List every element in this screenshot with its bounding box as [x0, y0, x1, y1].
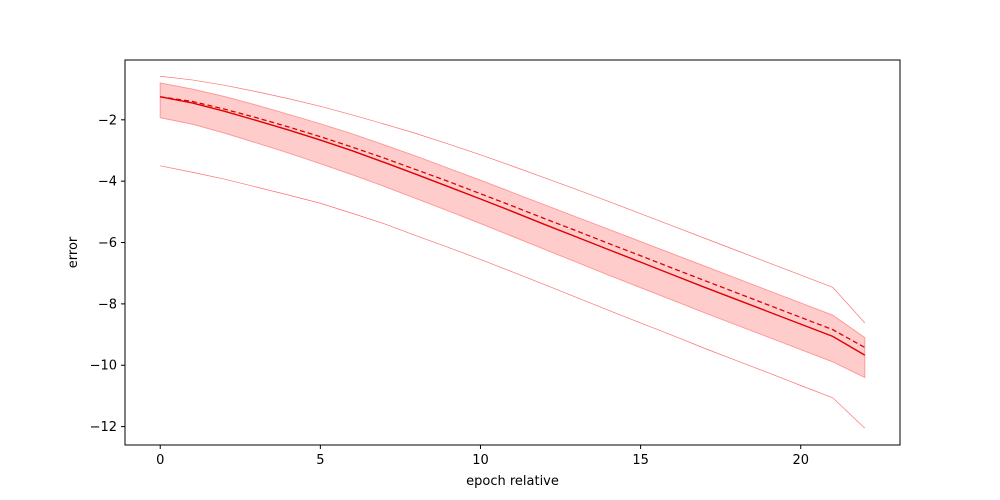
y-tick-label: −12 — [90, 420, 117, 435]
y-axis-ticks: −2 −4 −6 −8 −10 −12 — [90, 113, 125, 435]
y-tick-label: −6 — [98, 236, 117, 251]
plot-frame — [124, 59, 901, 446]
series-line-median — [160, 96, 866, 349]
series-line-max — [160, 75, 866, 324]
x-tick-label: 15 — [632, 453, 649, 468]
y-tick-label: −10 — [90, 359, 117, 374]
series-line-min — [160, 165, 866, 429]
x-tick-label: 0 — [156, 453, 164, 468]
y-tick-label: −2 — [98, 113, 117, 128]
x-axis-ticks: 0 5 10 15 20 — [156, 445, 809, 468]
confidence-band-layer — [159, 82, 866, 379]
y-axis-label: error — [66, 236, 81, 268]
x-tick-label: 5 — [316, 453, 324, 468]
x-tick-label: 10 — [472, 453, 489, 468]
series-line-mean — [160, 96, 866, 356]
x-tick-label: 20 — [792, 453, 809, 468]
series-lines-layer — [160, 75, 866, 429]
y-tick-label: −4 — [98, 175, 117, 190]
x-axis-label: epoch relative — [466, 474, 559, 489]
confidence-band — [159, 82, 866, 379]
y-tick-label: −8 — [98, 297, 117, 312]
